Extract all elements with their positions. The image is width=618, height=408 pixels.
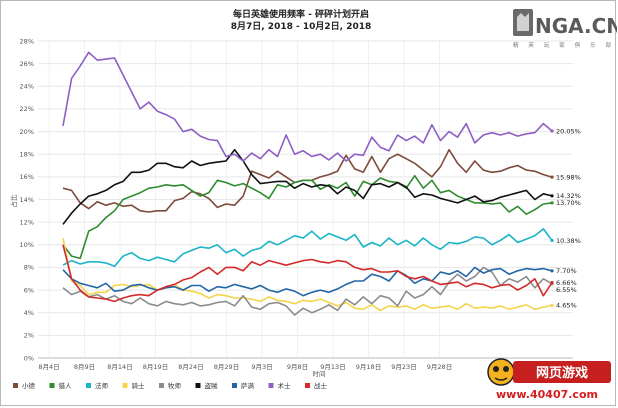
y-axis-label: 占比 [9,194,18,208]
y-tick-label: 26% [20,60,34,68]
legend-label-7: 术士 [278,381,292,390]
series-line-2 [62,228,553,268]
series-line-1 [62,174,553,260]
y-tick-label: 6% [24,286,34,294]
legend-swatch-7 [268,383,274,388]
end-label-2: 10.38% [556,237,581,245]
end-label-7: 20.05% [556,127,581,135]
x-tick-label: 9月18日 [356,363,381,371]
end-label-3: 4.65% [556,302,577,310]
x-tick-label: 8月4日 [38,363,59,371]
end-label-5: 14.32% [556,192,581,200]
legend-swatch-3 [122,383,128,388]
series-end-point-0 [550,175,554,179]
end-labels: 20.05% 15.98% 14.32%13.70% 10.38% 7.70% 6.66%… [556,127,581,309]
nga-logo-subtitle: 精 英 玩 家 俱 乐 部 [513,41,611,49]
series-line-6 [62,266,553,297]
x-axis-label: 时间 [313,369,326,378]
legend-swatch-6 [232,383,237,388]
site-badge-url: www.40407.com [496,388,598,401]
legend-swatch-1 [49,383,55,388]
x-tick-label: 8月29日 [214,363,239,371]
legend-label-2: 法师 [95,381,109,390]
x-tick-label: 9月8日 [287,363,308,371]
series-end-point-7 [550,129,554,133]
y-tick-label: 10% [20,241,34,249]
series-line-3 [62,237,553,312]
end-label-6: 7.70% [556,267,577,275]
legend: 小德 猎人 法师 骑士 牧师 盗贼 萨满 术士 战士 [13,381,328,390]
site-badge: 网页游戏 www.40407.com [487,358,611,401]
y-tick-label: 8% [24,264,34,272]
y-tick-label: 14% [20,196,34,204]
series-end-point-8 [550,280,554,285]
x-tick-label: 8月14日 [107,363,132,371]
legend-swatch-2 [86,383,91,388]
x-tick-label: 8月19日 [143,363,168,371]
nga-logo-text: NGA.CN [535,14,617,38]
series-line-4 [62,266,553,316]
legend-label-4: 牧师 [168,381,182,390]
series-line-8 [62,244,553,303]
y-tick-label: 16% [20,173,34,181]
x-tick-label: 8月9日 [74,363,95,371]
y-tick-label: 2% [24,332,34,340]
y-tick-label: 4% [24,309,34,317]
grid-layer [38,40,573,359]
end-label-8: 6.66% [556,279,577,287]
series-line-7 [62,51,553,162]
series-end-point-1 [550,201,554,205]
legend-label-1: 猎人 [59,381,73,390]
chart-title: 每日英雄使用频率 - 砰砰计划开启 [233,8,369,20]
mascot-icon [487,358,515,386]
x-tick-label: 9月3日 [251,363,272,371]
legend-label-0: 小德 [22,381,36,390]
legend-swatch-8 [305,383,310,388]
legend-swatch-5 [195,383,201,388]
nga-logo-icon [513,9,533,36]
end-label-1: 13.70% [556,199,581,207]
x-tick-label: 9月28日 [427,363,452,371]
end-label-4: 6.55% [556,286,577,294]
y-axis-ticks: 0% 2% 4% 6% 8% 10% 12% 14% 16% 18% 20% 22% 24% 26% 28% [20,37,34,362]
y-tick-label: 28% [20,37,34,45]
x-tick-label: 9月23日 [391,363,416,371]
end-label-0: 15.98% [556,173,581,181]
chart-subtitle: 8月7日, 2018 - 10月2日, 2018 [231,21,372,32]
legend-swatch-4 [159,383,164,388]
series-line-5 [62,148,553,225]
nga-logo: NGA.CN 精 英 玩 家 俱 乐 部 [513,9,617,49]
y-tick-label: 20% [20,128,34,136]
legend-label-6: 萨满 [241,381,255,390]
x-axis-ticks: 8月4日 8月9日 8月14日 8月19日 8月24日 8月29日 9月3日 9月8日 9月13… [38,363,452,371]
x-tick-label: 8月24日 [178,363,203,371]
y-tick-label: 22% [20,105,34,113]
series-end-point-5 [550,194,554,198]
legend-label-3: 骑士 [132,381,146,390]
legend-label-8: 战士 [314,381,328,390]
series-layer [62,51,554,316]
y-tick-label: 18% [20,151,34,159]
y-tick-label: 12% [20,218,34,226]
y-tick-label: 24% [20,83,34,91]
legend-swatch-0 [13,383,18,388]
series-end-point-6 [550,269,554,273]
legend-label-5: 盗贼 [205,381,219,390]
y-tick-label: 0% [24,354,34,362]
series-end-point-3 [550,303,554,307]
series-end-point-2 [550,238,554,243]
site-badge-name: 网页游戏 [536,365,588,381]
x-tick-label: 9月13日 [320,363,345,371]
